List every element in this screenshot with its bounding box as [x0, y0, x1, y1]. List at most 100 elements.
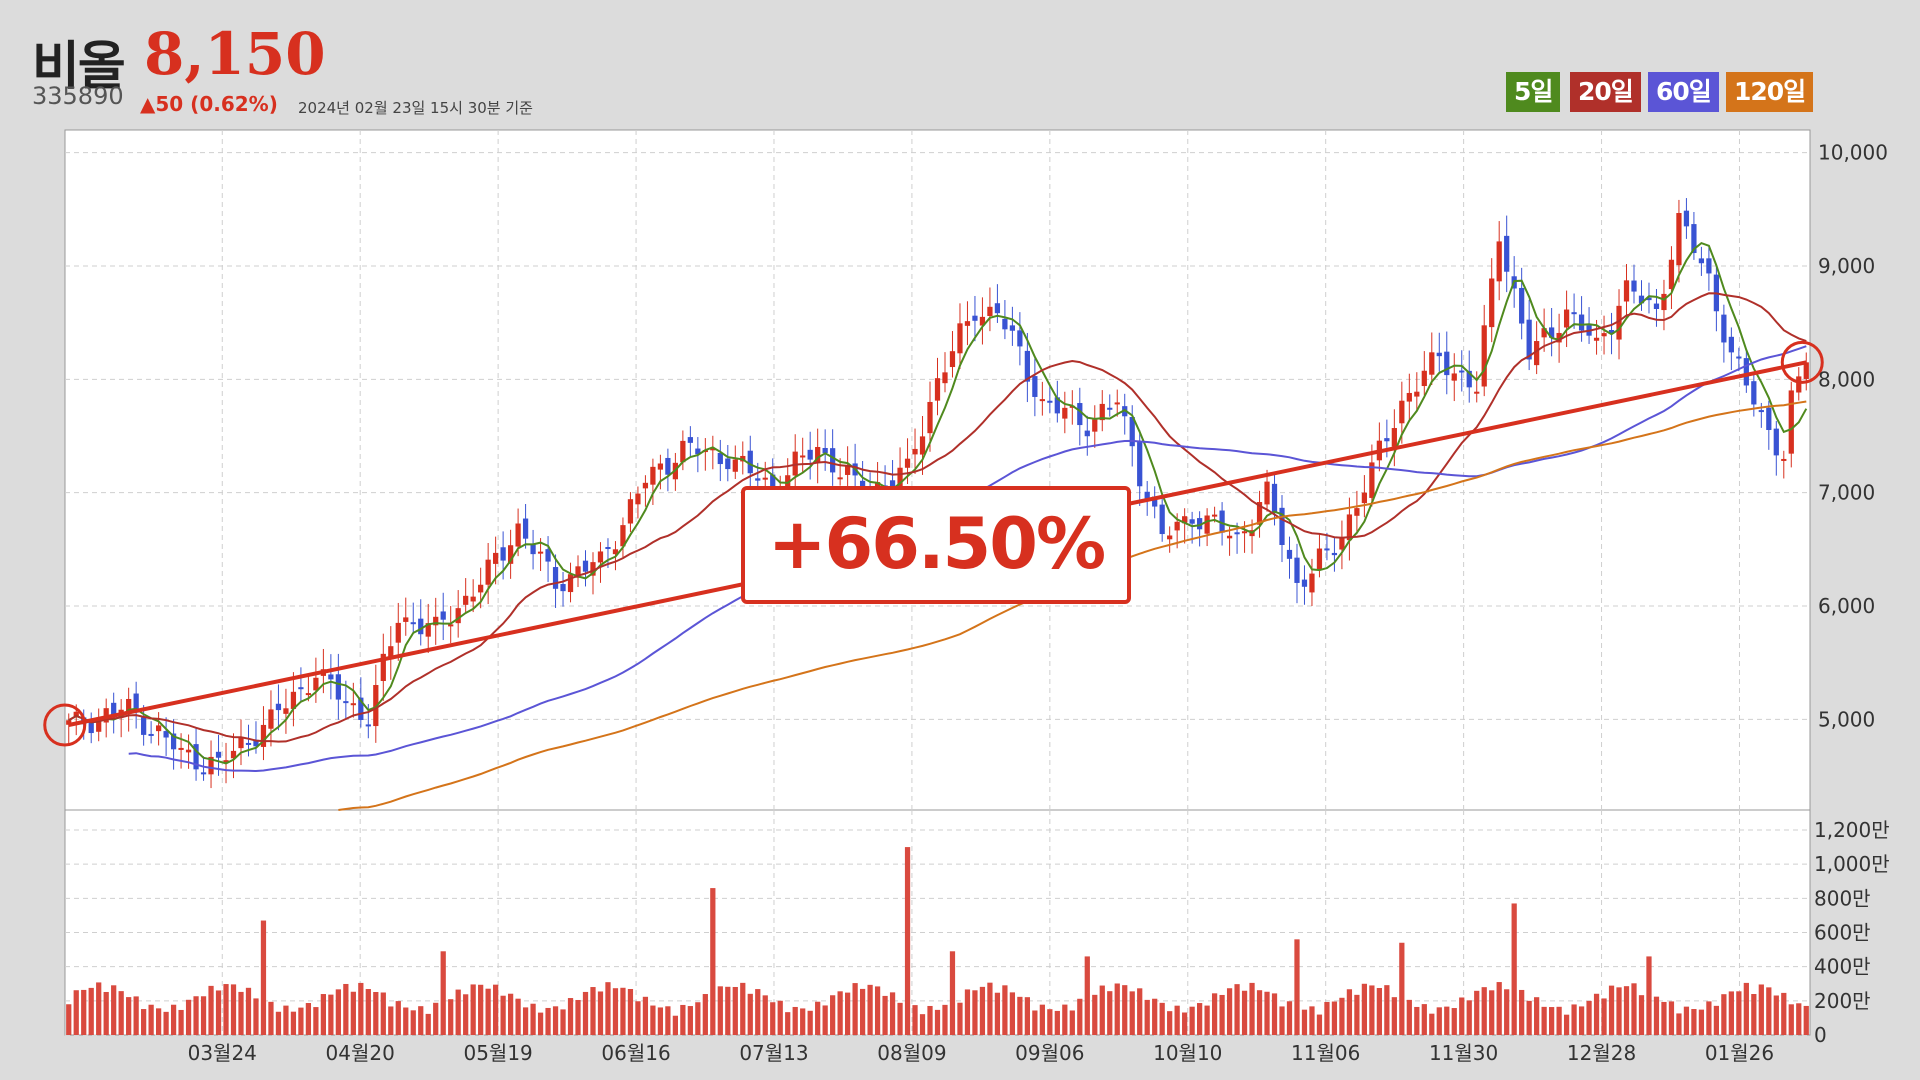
candle-body	[560, 584, 566, 592]
volume-bar	[867, 984, 873, 1035]
candle-body	[590, 562, 596, 576]
candle-body	[275, 703, 282, 711]
candle-body	[1504, 235, 1510, 272]
volume-bar	[118, 991, 124, 1035]
volume-bar	[822, 1005, 828, 1035]
volume-bar	[1234, 984, 1240, 1035]
candle-body	[215, 751, 222, 758]
candle-body	[163, 731, 169, 738]
volume-bar	[298, 1007, 304, 1035]
candle-body	[1406, 392, 1412, 402]
volume-bar	[949, 951, 956, 1035]
volume-bar	[800, 1008, 806, 1035]
legend-ma5[interactable]: 5일	[1506, 72, 1561, 112]
volume-bar	[1728, 991, 1734, 1035]
candle-body	[815, 446, 821, 464]
candle-body	[934, 378, 941, 401]
volume-bar	[111, 985, 117, 1035]
candle-body	[66, 720, 72, 725]
candle-body	[1204, 515, 1210, 534]
candle-body	[507, 545, 514, 564]
candle-body	[1002, 318, 1008, 330]
candle-body	[994, 303, 1001, 314]
candle-body	[1369, 462, 1375, 498]
volume-bar	[1099, 985, 1105, 1035]
volume-bar	[1661, 1001, 1667, 1035]
volume-bar	[1369, 985, 1375, 1035]
volume-bar	[1601, 998, 1607, 1035]
volume-bar	[1653, 996, 1660, 1035]
volume-bar	[103, 991, 109, 1035]
candle-body	[1182, 516, 1188, 524]
candle-body	[1751, 381, 1757, 405]
volume-bar	[889, 992, 896, 1035]
volume-bar	[1159, 1002, 1165, 1035]
date-tick-label: 09월06	[1015, 1041, 1084, 1065]
volume-bar	[507, 993, 514, 1035]
candle-body	[1279, 507, 1285, 545]
candle-body	[1361, 492, 1368, 504]
candle-body	[904, 458, 911, 468]
candle-body	[253, 739, 259, 747]
candle-body	[1189, 519, 1195, 524]
candle-body	[897, 467, 903, 491]
volume-bar	[1324, 1001, 1330, 1035]
legend-ma20[interactable]: 20일	[1570, 72, 1641, 112]
candle-body	[822, 447, 828, 453]
volume-bar	[1107, 991, 1113, 1035]
candle-body	[1691, 224, 1697, 254]
candle-body	[1743, 358, 1749, 386]
candle-body	[792, 451, 798, 476]
volume-bar	[1586, 1000, 1592, 1035]
candle-body	[1721, 314, 1727, 343]
volume-bar	[1129, 991, 1135, 1035]
volume-bar	[874, 986, 881, 1035]
candle-body	[957, 323, 963, 354]
candle-body	[1541, 328, 1547, 338]
candle-body	[380, 653, 386, 681]
volume-bar	[770, 1002, 776, 1035]
candle-body	[223, 760, 229, 763]
candle-body	[155, 725, 162, 732]
volume-bar	[455, 989, 461, 1035]
legend-ma120[interactable]: 120일	[1726, 72, 1814, 112]
candle-body	[1309, 573, 1315, 593]
candle-body	[1316, 548, 1323, 570]
candle-body	[1444, 351, 1450, 376]
volume-bar	[328, 994, 334, 1035]
volume-bar	[500, 995, 506, 1035]
volume-bar	[163, 1011, 169, 1035]
volume-bar	[1631, 983, 1637, 1035]
candle-body	[133, 693, 139, 713]
legend-ma60[interactable]: 60일	[1648, 72, 1719, 112]
volume-bar	[665, 1006, 671, 1035]
volume-bar	[493, 984, 499, 1035]
candle-body	[1556, 332, 1562, 343]
candle-body	[1137, 441, 1143, 487]
volume-bar	[927, 1005, 933, 1035]
volume-bar	[425, 1013, 431, 1035]
candle-body	[1144, 491, 1150, 500]
volume-bar	[418, 1006, 424, 1035]
volume-bar	[320, 994, 327, 1035]
candle-body	[170, 733, 177, 750]
volume-bar	[200, 996, 207, 1035]
candle-body	[126, 698, 132, 713]
volume-bar	[1421, 1004, 1427, 1035]
volume-bar	[1504, 989, 1510, 1035]
candle-body	[1676, 213, 1682, 266]
volume-bar	[1788, 1004, 1794, 1035]
moving-average-line	[68, 241, 1808, 765]
volume-bar	[1002, 985, 1008, 1035]
price-tick-label: 8,000	[1818, 367, 1875, 391]
timestamp: 2024년 02월 23일 15시 30분 기준	[298, 99, 533, 117]
grid	[65, 130, 1810, 1036]
volume-bar	[1796, 1003, 1802, 1035]
candle-body	[695, 448, 701, 455]
candle-body	[1114, 402, 1120, 405]
candle-body	[1107, 407, 1113, 410]
volume-tick-label: 400만	[1814, 955, 1871, 979]
candle-body	[1099, 403, 1105, 421]
date-tick-label: 07월13	[739, 1041, 808, 1065]
date-tick-label: 12월28	[1567, 1041, 1636, 1065]
